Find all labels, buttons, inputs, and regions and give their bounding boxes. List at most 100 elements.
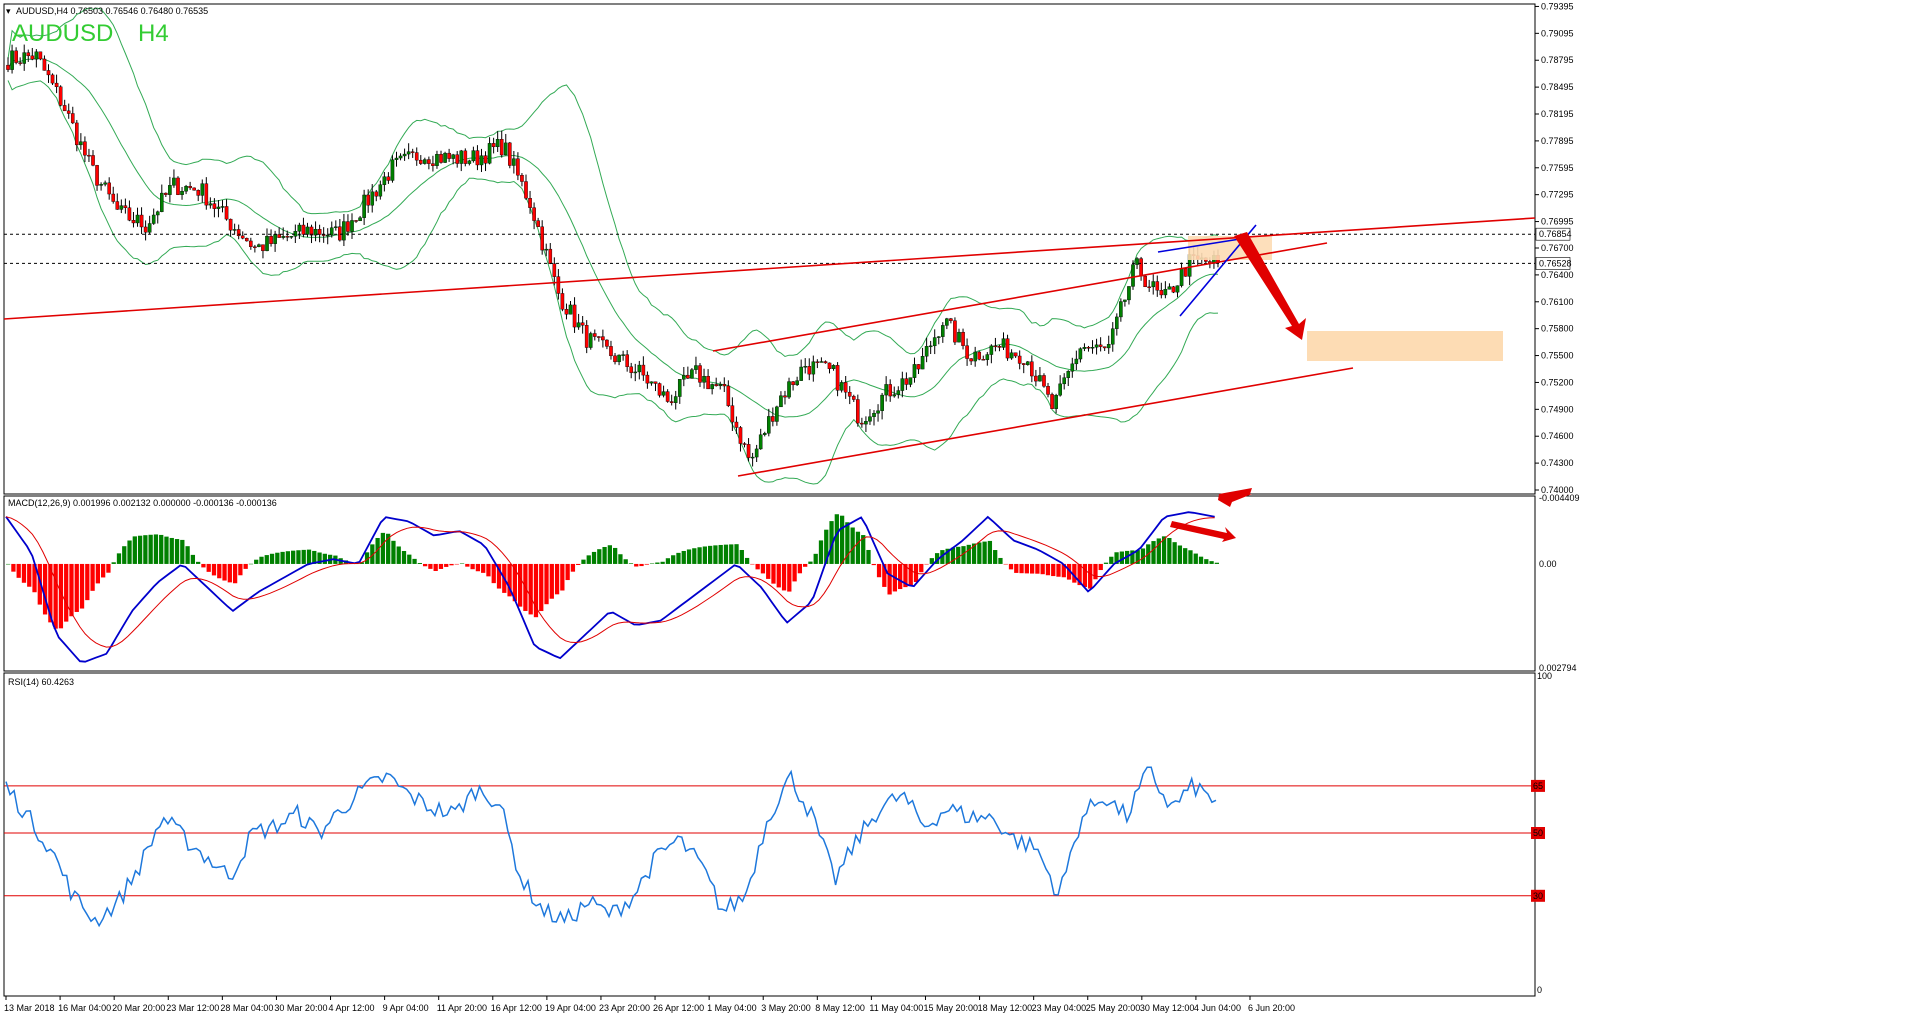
rsi-tick-label: 100 [1537, 671, 1552, 681]
candle [491, 137, 496, 154]
rsi-tick-label: 65 [1533, 781, 1543, 791]
time-tick-label: 26 Apr 12:00 [653, 1003, 704, 1013]
macd-histogram-bar [956, 546, 961, 564]
candle [499, 130, 504, 158]
candle [932, 329, 937, 355]
macd-histogram-bar [686, 549, 692, 564]
candle [123, 198, 128, 214]
macd-histogram-bar [655, 562, 660, 564]
candle [941, 322, 945, 343]
macd-histogram-bar [882, 563, 887, 587]
macd-panel[interactable] [3, 495, 1536, 672]
macd-histogram-bar [792, 563, 797, 582]
candle [916, 364, 921, 375]
macd-histogram-bar [1045, 563, 1051, 576]
candle [912, 357, 917, 383]
macd-histogram-bar [211, 563, 217, 576]
macd-histogram-bar [1103, 562, 1109, 564]
macd-histogram-bar [1151, 541, 1156, 564]
macd-histogram-bar [1061, 563, 1066, 578]
candle [1074, 350, 1079, 371]
macd-histogram-bar [101, 563, 106, 578]
price-tick-label: 0.77295 [1541, 190, 1574, 200]
candle [1139, 256, 1143, 281]
macd-histogram-bar [591, 551, 597, 564]
macd-histogram-bar [544, 563, 549, 605]
price-tick-label: 0.75200 [1541, 377, 1574, 387]
macd-histogram-bar [1183, 548, 1188, 564]
candle [208, 197, 213, 209]
time-tick-label: 30 Mar 20:00 [274, 1003, 327, 1013]
candle [1009, 349, 1014, 360]
time-tick-label: 19 Apr 04:00 [545, 1003, 596, 1013]
candle [1030, 355, 1034, 383]
price-tick-label: 0.76995 [1541, 217, 1574, 227]
price-tick-label: 0.76100 [1541, 297, 1574, 307]
macd-histogram-bar [1193, 553, 1198, 564]
candle [787, 377, 791, 400]
candle [528, 190, 532, 214]
macd-histogram-bar [845, 522, 850, 564]
candle [621, 350, 625, 361]
candle [601, 329, 605, 348]
macd-histogram-bar [196, 561, 201, 564]
candle [79, 133, 83, 150]
candle [1070, 357, 1075, 378]
macd-histogram-bar [739, 549, 744, 564]
macd-histogram-bar [1040, 563, 1045, 575]
candle [378, 180, 383, 200]
candle [896, 386, 901, 399]
macd-histogram-bar [744, 557, 750, 564]
macd-histogram-bar [391, 540, 396, 564]
candle [1183, 268, 1188, 277]
price-panel[interactable] [3, 3, 1536, 495]
candle [973, 346, 977, 367]
candle [281, 227, 285, 240]
macd-histogram-bar [16, 563, 21, 578]
candle [560, 288, 565, 312]
candle [313, 221, 318, 242]
candle [572, 297, 577, 333]
candle [508, 141, 512, 169]
candle [811, 355, 816, 382]
chart-menu-icon[interactable]: ▾ [6, 6, 11, 16]
candle [779, 391, 783, 408]
price-divergence-arrow [1218, 488, 1252, 507]
macd-histogram-bar [111, 562, 116, 564]
candle [1078, 347, 1083, 363]
macd-histogram-bar [465, 563, 470, 567]
candle [669, 394, 674, 406]
candle [540, 220, 544, 255]
candle [111, 186, 116, 204]
macd-histogram-bar [386, 533, 391, 564]
candle [872, 410, 876, 426]
candle [936, 336, 941, 345]
candle [823, 360, 828, 364]
macd-histogram-bar [1209, 561, 1214, 564]
candle [46, 64, 51, 83]
rsi-panel[interactable] [3, 672, 1536, 997]
price-tick-label: 0.78195 [1541, 109, 1574, 119]
macd-histogram-bar [1035, 563, 1040, 574]
candle [459, 149, 464, 172]
macd-histogram-bar [876, 563, 882, 578]
candle [698, 363, 702, 388]
down-arrow [1234, 232, 1306, 340]
macd-histogram-bar [407, 554, 412, 564]
candle [435, 150, 439, 169]
candle [516, 152, 520, 181]
price-marker-upper-box [1535, 227, 1571, 241]
macd-histogram-bar [164, 536, 169, 564]
macd-histogram-bar [37, 563, 42, 605]
price-tick-label: 0.76700 [1541, 243, 1574, 253]
macd-histogram-bar [285, 551, 291, 564]
candle [564, 303, 569, 320]
macd-histogram-bar [159, 534, 164, 564]
candle [544, 243, 549, 257]
candle [1086, 345, 1091, 352]
macd-histogram-bar [803, 563, 808, 567]
macd-histogram-bar [1098, 563, 1103, 571]
candle [22, 44, 27, 71]
macd-histogram-bar [850, 527, 855, 564]
